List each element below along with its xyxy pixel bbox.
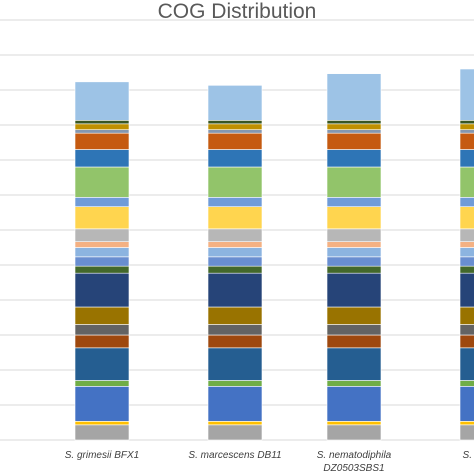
bar-segment <box>207 241 263 248</box>
bar-segment <box>459 68 474 121</box>
x-tick-label: S. nematodiphila <box>317 450 392 461</box>
bar-segment <box>207 206 263 230</box>
bar-segment <box>207 421 263 426</box>
bar-segment <box>326 306 382 325</box>
bar-segment <box>74 206 130 230</box>
bar-segment <box>207 197 263 207</box>
bar-segment <box>326 241 382 248</box>
bar-segment <box>207 228 263 242</box>
bar-segment <box>326 247 382 258</box>
bar-segment <box>459 123 474 130</box>
bar-segment <box>74 386 130 422</box>
bar-segment <box>74 306 130 325</box>
bar-segment <box>74 123 130 130</box>
bar-segment <box>459 265 474 274</box>
bar-segment <box>207 247 263 258</box>
bar-segment <box>74 228 130 242</box>
bar-segment <box>326 334 382 349</box>
bar-segment <box>459 256 474 267</box>
bar-segment <box>207 123 263 130</box>
bar-segment <box>207 120 263 125</box>
bar-segment <box>74 347 130 381</box>
bar-segment <box>326 228 382 242</box>
bar-segment <box>459 241 474 248</box>
chart-title: COG Distribution <box>157 0 317 23</box>
bar-segment <box>74 166 130 198</box>
bar-segment <box>326 206 382 230</box>
bar-segment <box>459 206 474 230</box>
bar-segment <box>326 129 382 134</box>
bar-segment <box>207 85 263 121</box>
bar-segment <box>326 347 382 381</box>
bar-segment <box>74 81 130 121</box>
bar-segment <box>74 241 130 248</box>
bar-segment <box>326 73 382 121</box>
bar-segment <box>74 380 130 387</box>
bar-segment <box>326 324 382 336</box>
bar-segment <box>326 272 382 308</box>
bar-segment <box>459 324 474 336</box>
bar-segment <box>326 424 382 441</box>
bar-segment <box>74 132 130 150</box>
bar-segment <box>74 324 130 336</box>
x-tick-label: S. marcescens DB11 <box>188 450 281 461</box>
x-tick-label: S. grimesii BFX1 <box>65 450 139 461</box>
bar-segment <box>326 386 382 422</box>
bar-segment <box>207 129 263 134</box>
bar-segment <box>459 197 474 207</box>
bar-segment <box>326 123 382 130</box>
bar-segment <box>74 120 130 125</box>
bar-segment <box>459 247 474 258</box>
bar-segment <box>207 386 263 422</box>
bar-segment <box>207 265 263 274</box>
bar-segment <box>207 347 263 381</box>
bar-segment <box>326 149 382 168</box>
bar-segment <box>459 228 474 242</box>
bar-segment <box>459 166 474 198</box>
bar-segment <box>326 197 382 207</box>
bar-segment <box>74 256 130 267</box>
bar-segment <box>207 306 263 325</box>
bar-segment <box>207 424 263 441</box>
bar-segment <box>459 347 474 381</box>
bar-segment <box>326 166 382 198</box>
bar-segment <box>459 272 474 308</box>
bar-segment <box>74 421 130 426</box>
bar-segment <box>326 265 382 274</box>
bar-segment <box>207 272 263 308</box>
bar-segment <box>207 132 263 150</box>
bar-segment <box>74 247 130 258</box>
bar-segment <box>459 129 474 134</box>
bar-segment <box>326 256 382 267</box>
x-tick-label: S. ficaria… <box>463 450 474 461</box>
bar-segment <box>207 166 263 198</box>
bar-segment <box>459 120 474 125</box>
bar-segment <box>459 424 474 441</box>
bar-segment <box>459 380 474 387</box>
bar-segment <box>326 380 382 387</box>
bar-segment <box>459 306 474 325</box>
x-tick-label: DZ0503SBS1 <box>323 463 384 474</box>
bar-segment <box>74 129 130 134</box>
bar-segment <box>326 132 382 150</box>
bar-segment <box>207 380 263 387</box>
bar-segment <box>459 132 474 150</box>
bar-segment <box>74 424 130 441</box>
bar-segment <box>459 149 474 168</box>
bar-segment <box>74 334 130 349</box>
bar-segment <box>207 334 263 349</box>
bar-segment <box>74 265 130 274</box>
bar-segment <box>326 421 382 426</box>
bar-segment <box>74 149 130 168</box>
bar-segment <box>207 149 263 168</box>
bar-segment <box>74 197 130 207</box>
bar-segment <box>74 272 130 308</box>
bar-segment <box>326 120 382 125</box>
bar-segment <box>459 386 474 422</box>
bar-segment <box>207 324 263 336</box>
bar-segment <box>459 421 474 426</box>
bar-segment <box>207 256 263 267</box>
bar-segment <box>459 334 474 349</box>
